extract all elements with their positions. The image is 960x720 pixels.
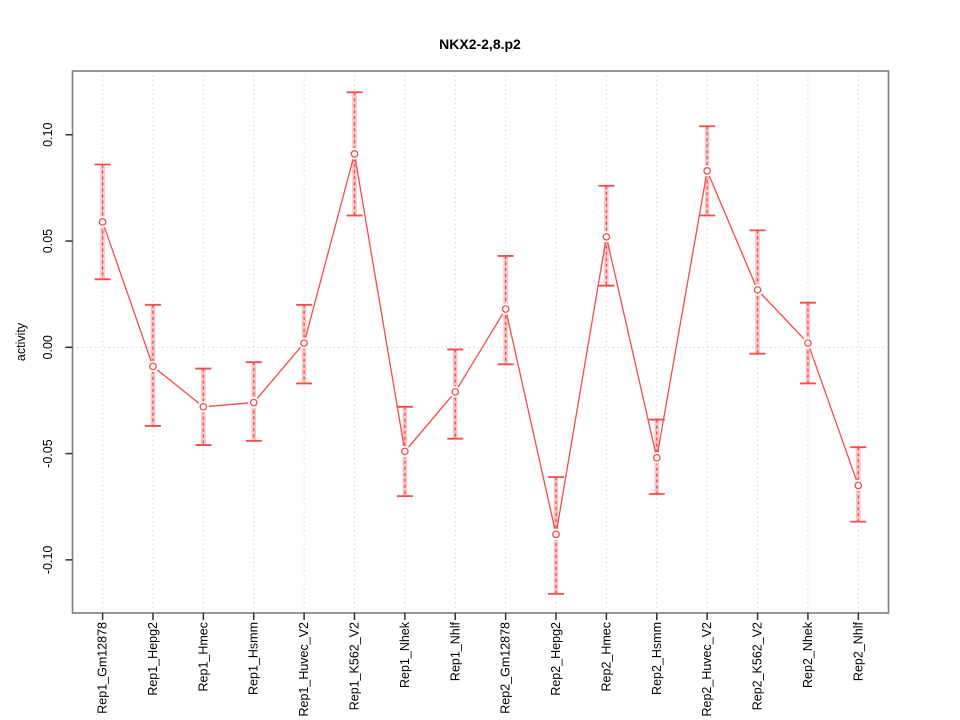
data-point-marker xyxy=(149,362,157,371)
plot-border xyxy=(71,70,890,614)
gridlines-layer xyxy=(72,71,889,613)
series-layer xyxy=(94,91,867,595)
data-point-marker xyxy=(854,481,863,490)
data-point-marker xyxy=(753,286,762,294)
x-tick-label: Rep2_Huvec_V2 xyxy=(700,622,714,717)
x-tick-label: Rep1_Nhlf xyxy=(448,621,462,681)
chart-title: NKX2-2,8.p2 xyxy=(439,36,521,52)
x-tick-label: Rep2_Hsmm xyxy=(650,622,664,695)
x-tick-label: Rep1_Nhek xyxy=(398,621,412,688)
x-tick-label: Rep2_Nhek xyxy=(801,621,815,688)
data-point-marker xyxy=(501,305,510,313)
series-line xyxy=(101,153,859,535)
data-point-marker xyxy=(199,402,208,411)
y-tick-label: -0.10 xyxy=(41,546,55,575)
x-tick-label: Rep1_K562_V2 xyxy=(348,622,362,710)
data-point-marker xyxy=(602,232,611,241)
x-tick-label: Rep2_K562_V2 xyxy=(751,622,765,710)
marker-gap xyxy=(399,445,411,458)
x-tick-label: Rep1_Hsmm xyxy=(247,622,261,695)
marker-gap xyxy=(500,303,512,315)
marker-gap xyxy=(802,337,814,349)
marker-gap xyxy=(852,479,864,492)
x-tick-label: Rep1_Hepg2 xyxy=(146,622,160,696)
data-point-marker xyxy=(350,150,359,158)
data-point-marker xyxy=(451,388,460,396)
marker-gap xyxy=(701,165,713,177)
data-point-marker xyxy=(249,398,258,407)
data-point-marker xyxy=(300,339,308,347)
x-tick-label: Rep2_Nhlf xyxy=(851,621,865,681)
y-tick-label: -0.05 xyxy=(41,439,55,468)
y-tick-label: 0.00 xyxy=(41,335,55,359)
axes-layer: -0.10 -0.05 0.00 0.05 0.10 Rep1_Gm12878 Rep1_H… xyxy=(41,70,890,717)
data-point-marker xyxy=(552,530,560,539)
marker-gap xyxy=(298,337,310,349)
x-tick-label: Rep2_Hmec xyxy=(599,622,613,691)
marker-gap xyxy=(449,386,461,398)
marker-gap xyxy=(550,528,562,540)
marker-gap xyxy=(248,396,260,409)
x-tick-label: Rep1_Gm12878 xyxy=(96,622,110,714)
x-tick-label: Rep1_Hmec xyxy=(196,622,210,691)
data-point-marker xyxy=(98,218,107,226)
marker-gap xyxy=(147,360,159,373)
x-tick-label: Rep1_Huvec_V2 xyxy=(297,622,311,717)
marker-gap xyxy=(751,284,764,296)
data-point-marker xyxy=(652,453,661,462)
data-point-marker xyxy=(401,447,409,456)
marker-gap xyxy=(197,401,209,413)
data-point-marker xyxy=(703,167,712,175)
data-point-marker xyxy=(804,339,812,347)
y-axis-label: activity xyxy=(14,322,28,361)
marker-gap xyxy=(600,231,613,243)
marker-gap xyxy=(348,148,361,160)
x-tick-label: Rep2_Gm12878 xyxy=(499,622,513,714)
y-tick-label: 0.10 xyxy=(41,123,55,147)
y-tick-label: 0.05 xyxy=(41,229,55,253)
marker-gap xyxy=(97,216,109,228)
marker-gap xyxy=(651,452,663,464)
x-tick-label: Rep2_Hepg2 xyxy=(549,622,563,696)
